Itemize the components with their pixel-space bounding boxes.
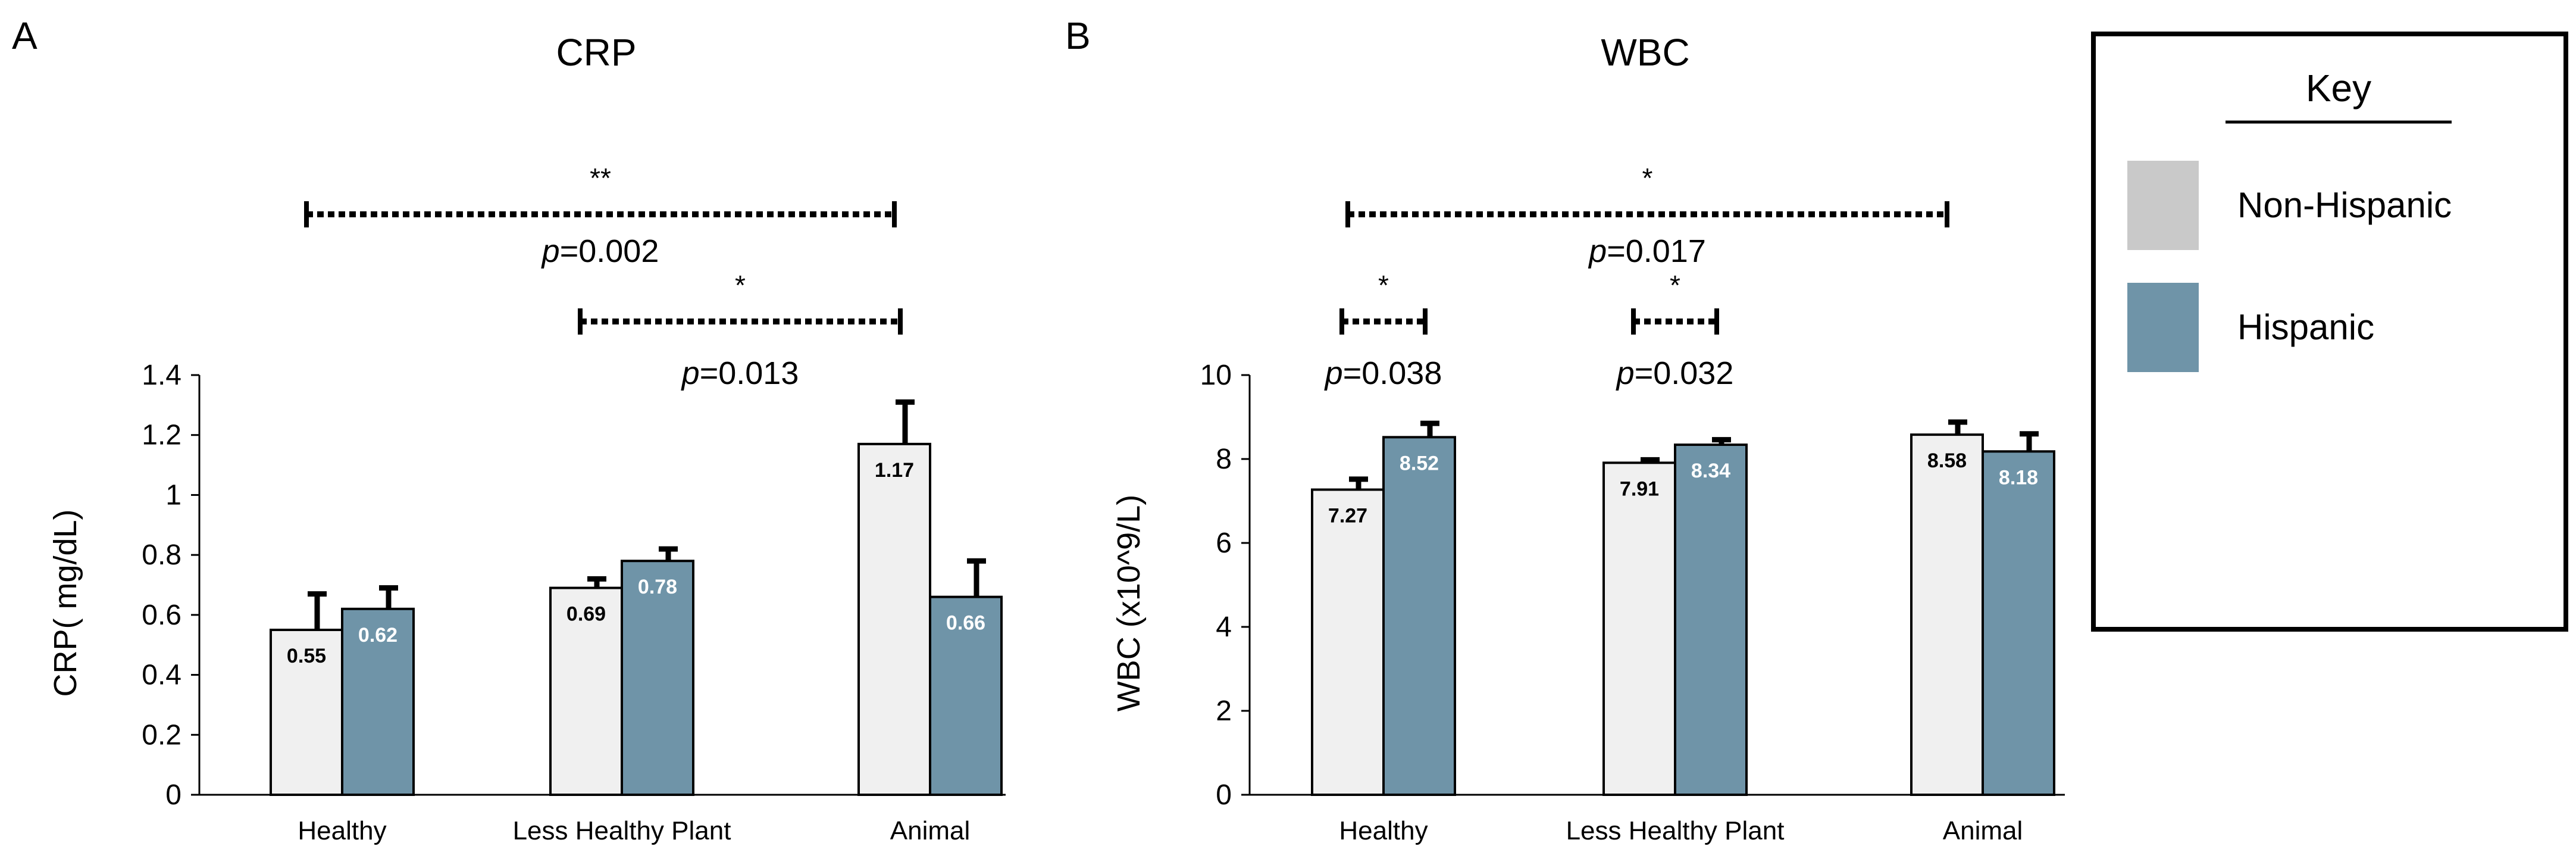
- panel-a-bar-non-hispanic: [270, 629, 343, 797]
- panel-b-title: WBC: [1601, 31, 1689, 74]
- panel-a-data-label: 0.62: [358, 624, 397, 647]
- panel-b-label: B: [1065, 14, 1091, 57]
- panel-b-p-value: p=0.017: [1588, 233, 1706, 269]
- panel-b-y-axis-label: WBC (x10^9/L): [1111, 495, 1147, 711]
- panel-a-label: A: [12, 14, 37, 57]
- panel-b-bar-hispanic: [1382, 436, 1456, 796]
- panel-b-category-label: Animal: [1943, 816, 2023, 845]
- panel-b-data-label: 8.18: [1999, 466, 2038, 489]
- panel-a-y-tick-label: 0.2: [142, 719, 181, 751]
- panel-b-bar-hispanic: [1982, 450, 2055, 796]
- panel-a-bar-hispanic: [341, 607, 415, 796]
- panel-b-data-label: 8.52: [1400, 452, 1439, 474]
- panel-b-data-label: 8.34: [1691, 460, 1730, 482]
- panel-a-data-label: 0.55: [287, 645, 326, 667]
- panel-b-data-label: 8.58: [1927, 449, 1967, 472]
- panel-a-data-label: 0.69: [566, 603, 606, 626]
- panel-a-y-tick-label: 1.4: [142, 360, 181, 391]
- panel-a-category-label: Healthy: [298, 816, 386, 845]
- panel-b-significance-stars: *: [1642, 163, 1653, 193]
- panel-b-significance-stars: *: [1670, 270, 1680, 301]
- panel-a-y-tick-label: 0.4: [142, 660, 181, 691]
- panel-a-p-number: =0.002: [560, 233, 659, 269]
- panel-b-p-value: p=0.038: [1324, 355, 1442, 391]
- panel-b-p-symbol: p: [1616, 355, 1635, 391]
- panel-b-p-number: =0.038: [1343, 355, 1442, 391]
- panel-b-p-number: =0.032: [1635, 355, 1734, 391]
- panel-b-y-tick-label: 10: [1200, 360, 1232, 391]
- legend-label-hispanic: Hispanic: [2237, 307, 2374, 347]
- legend-swatch-hispanic: [2127, 283, 2199, 372]
- legend: Key Non-Hispanic Hispanic: [2091, 32, 2568, 632]
- panel-b-bar-non-hispanic: [1311, 488, 1385, 796]
- panel-a-bar-non-hispanic: [857, 442, 931, 796]
- panel-b-p-symbol: p: [1588, 233, 1607, 269]
- panel-a-chart: 0 0.2 0.4 0.6 0.8 1 1.2 1.4 0.55 0.69 1.17 0.62 0.78…: [142, 163, 1006, 845]
- panel-b-bar-hispanic: [1674, 444, 1748, 796]
- panel-b-p-symbol: p: [1324, 355, 1343, 391]
- panel-b-p-value: p=0.032: [1616, 355, 1734, 391]
- legend-label-non-hispanic: Non-Hispanic: [2237, 185, 2452, 225]
- panel-b-bar-non-hispanic: [1910, 433, 1984, 796]
- panel-a-category-label: Animal: [890, 816, 971, 845]
- panel-a-y-tick-label: 0.6: [142, 600, 181, 631]
- panel-a-y-axis-label: CRP( mg/dL): [48, 509, 83, 697]
- panel-a-bar-non-hispanic: [549, 586, 623, 796]
- panel-b-y-tick-label: 8: [1216, 444, 1232, 475]
- panel-a-p-value: p=0.002: [541, 233, 659, 269]
- panel-a-p-value: p=0.013: [681, 355, 799, 391]
- panel-a-data-label: 0.78: [638, 576, 677, 598]
- panel-a-data-label: 0.66: [946, 612, 985, 635]
- panel-a-y-tick-label: 0: [165, 779, 181, 811]
- legend-title: Key: [2306, 67, 2371, 110]
- panel-a-y-tick-label: 1: [165, 479, 181, 511]
- panel-b-y-tick-label: 2: [1216, 695, 1232, 727]
- panel-a-y-tick-label: 1.2: [142, 420, 181, 451]
- panel-a-p-symbol: p: [541, 233, 560, 269]
- panel-a-bar-hispanic: [929, 595, 1003, 797]
- panel-b-y-tick-label: 4: [1216, 611, 1232, 643]
- panel-b-chart: 0 2 4 6 8 10 7.27 7.91 8.58 8.52 8.34 8.18 Healthy Le…: [1200, 163, 2065, 845]
- panel-a-title: CRP: [556, 31, 636, 74]
- panel-b-y-tick-label: 6: [1216, 527, 1232, 559]
- panel-b-p-number: =0.017: [1607, 233, 1706, 269]
- panel-a-p-number: =0.013: [700, 355, 799, 391]
- panel-a-p-symbol: p: [681, 355, 700, 391]
- panel-a-y-tick-label: 0.8: [142, 539, 181, 571]
- panel-b-data-label: 7.27: [1328, 504, 1367, 527]
- panel-b-data-label: 7.91: [1620, 477, 1659, 500]
- panel-b-category-label: Healthy: [1339, 816, 1428, 845]
- panel-a-category-label: Less Healthy Plant: [513, 816, 731, 845]
- panel-a-bar-hispanic: [621, 560, 694, 796]
- panel-a-significance-stars: **: [590, 163, 611, 193]
- panel-b-bar-non-hispanic: [1602, 461, 1676, 796]
- panel-b-category-label: Less Healthy Plant: [1566, 816, 1785, 845]
- panel-b-y-tick-label: 0: [1216, 779, 1232, 811]
- panel-a-data-label: 1.17: [875, 459, 914, 482]
- legend-swatch-non-hispanic: [2127, 161, 2199, 250]
- panel-a-significance-stars: *: [735, 270, 746, 301]
- panel-b-significance-stars: *: [1378, 270, 1389, 301]
